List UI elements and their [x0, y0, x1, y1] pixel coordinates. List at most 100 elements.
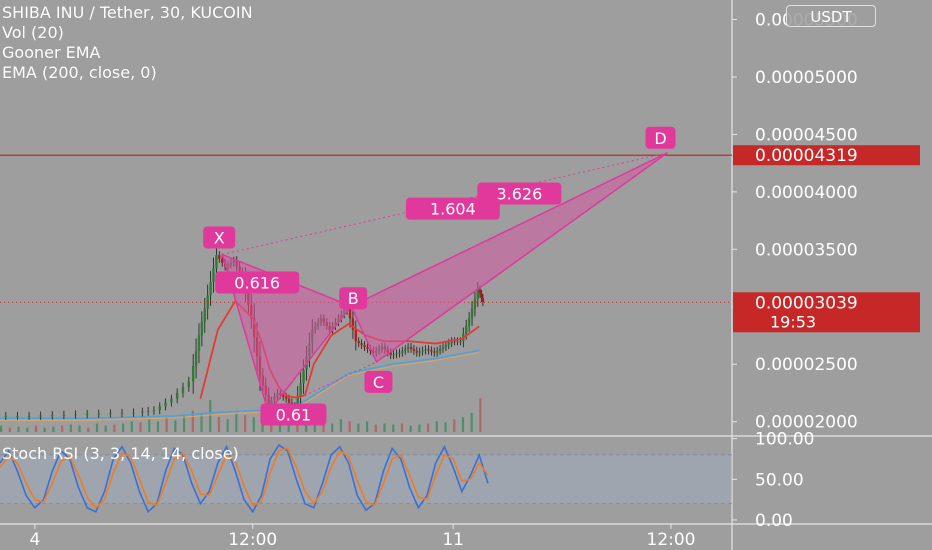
ratio-label-xb-bg	[215, 271, 300, 294]
candle-body	[152, 410, 156, 412]
candle-body	[203, 308, 206, 323]
candle-body	[459, 341, 462, 343]
price-tick-label: 0.00004000	[755, 183, 858, 203]
candle-body	[215, 255, 218, 269]
candle-body	[39, 415, 42, 417]
candle-body	[450, 341, 453, 344]
volume-bar	[244, 415, 247, 432]
volume-bar	[122, 423, 125, 432]
volume-bar	[78, 425, 81, 432]
candle-body	[194, 350, 198, 367]
time-tick-label: 4	[29, 530, 40, 550]
volume-bar	[200, 412, 203, 432]
pattern-point-b-bg	[339, 287, 368, 310]
candle-body	[141, 411, 144, 413]
candle-body	[424, 349, 427, 351]
volume-bar	[95, 423, 99, 432]
candle-body	[366, 346, 369, 349]
volume-bar	[418, 424, 421, 432]
symbol-title[interactable]: SHIBA INU / Tether, 30, KUCOIN	[2, 3, 253, 22]
ratio-connector-xb	[222, 254, 352, 307]
volume-bar	[366, 421, 369, 432]
candle-body	[302, 369, 305, 384]
candle-body	[354, 329, 358, 342]
stoch-title: Stoch RSI (3, 3, 14, 14, close)	[2, 444, 239, 463]
target-price-tag: 0.00004319	[755, 146, 858, 166]
ratio-label-ac: 0.61	[260, 403, 327, 426]
time-tick-label: 12:00	[647, 530, 696, 550]
pattern-point-x: X	[203, 226, 236, 249]
candle-body	[348, 306, 352, 319]
pattern-point-d-bg	[645, 126, 676, 149]
volume-bar	[0, 425, 3, 432]
candle-body	[132, 412, 135, 414]
pattern-point-b-text: B	[348, 289, 359, 308]
volume-bar	[427, 423, 430, 432]
volume-bar	[339, 419, 343, 432]
candle-body	[360, 343, 363, 346]
volume-bar	[470, 412, 473, 432]
candle-body	[395, 353, 398, 355]
candle-body	[209, 281, 212, 296]
ratio-label-xb: 0.616	[215, 271, 300, 294]
pattern-point-c: C	[364, 370, 393, 393]
candle-body	[221, 258, 224, 263]
candle-body	[27, 415, 31, 417]
volume-bar	[348, 421, 351, 432]
stoch-tick-label: 0.00	[755, 511, 793, 531]
volume-bar	[461, 417, 465, 432]
candle-body	[427, 349, 430, 351]
candle-body	[212, 268, 215, 282]
candle-body	[284, 396, 288, 399]
candle-body	[158, 406, 161, 411]
indicator-volume[interactable]: Vol (20)	[2, 23, 64, 42]
candle-body	[287, 398, 291, 403]
pattern-point-c-text: C	[373, 373, 384, 392]
candle-body	[299, 383, 302, 397]
volume-bar	[139, 422, 142, 432]
price-tick-label: 0.00002000	[755, 413, 858, 433]
pattern-bcd-triangle	[350, 152, 668, 364]
pattern-point-b: B	[339, 287, 368, 310]
candle-body	[146, 410, 150, 412]
volume-bar	[130, 421, 133, 432]
volume-bar	[226, 419, 229, 432]
candle-body	[187, 381, 191, 388]
volume-bar	[148, 419, 151, 432]
volume-bar	[191, 410, 194, 432]
candle-body	[453, 341, 456, 343]
volume-bar	[453, 419, 456, 432]
indicator-gooner-ema[interactable]: Gooner EMA	[2, 43, 101, 62]
ratio-label-ac-bg	[260, 403, 327, 426]
candle-body	[447, 343, 450, 346]
volume-bar	[156, 421, 160, 432]
volume-bar	[165, 417, 168, 432]
volume-bar	[87, 427, 90, 432]
volume-bar	[61, 425, 64, 432]
candle-body	[401, 350, 404, 353]
volume-bar	[26, 427, 29, 432]
candle-body	[206, 295, 209, 309]
candle-body	[218, 255, 221, 259]
candle-body	[433, 351, 436, 353]
volume-bar	[52, 426, 55, 432]
currency-button[interactable]: USDT	[786, 5, 876, 27]
candle-body	[197, 335, 201, 351]
ratio-label-xd: 1.604	[405, 197, 500, 220]
candle-body	[465, 325, 468, 334]
ratio-label-xb-text: 0.616	[234, 273, 280, 292]
price-tick-label: 0.00003500	[755, 240, 858, 260]
pattern-point-x-text: X	[214, 228, 225, 247]
volume-bar	[209, 400, 212, 432]
candle-body	[415, 350, 419, 353]
stoch-d-line	[0, 447, 489, 509]
candle-body	[97, 413, 100, 415]
candle-body	[51, 415, 54, 417]
candle-body	[421, 350, 424, 352]
volume-bar	[409, 425, 412, 432]
volume-bar	[296, 419, 299, 432]
volume-bar	[69, 424, 72, 432]
indicator-ema-200[interactable]: EMA (200, close, 0)	[2, 63, 157, 82]
candle-body	[175, 392, 179, 399]
